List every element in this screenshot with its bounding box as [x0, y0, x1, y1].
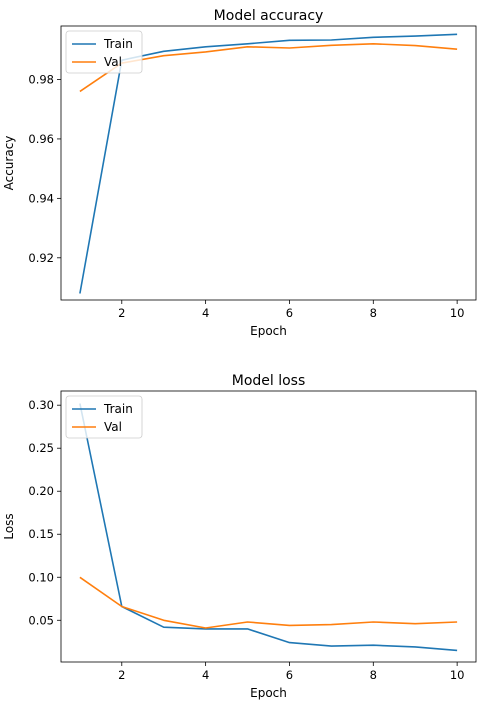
x-tick-label: 2	[118, 668, 125, 682]
x-axis-label: Epoch	[250, 324, 287, 338]
x-tick-label: 6	[286, 668, 293, 682]
x-tick-label: 2	[118, 306, 125, 320]
plot-frame	[60, 390, 477, 663]
chart-title: Model accuracy	[214, 8, 324, 24]
y-tick-label: 0.30	[28, 398, 54, 412]
x-tick-label: 4	[202, 668, 209, 682]
y-tick-label: 0.05	[28, 613, 54, 627]
x-tick-label: 6	[286, 306, 293, 320]
y-axis-label: Loss	[2, 513, 16, 539]
y-tick-label: 0.98	[28, 72, 54, 86]
legend: Train Val	[65, 395, 143, 439]
y-tick-label: 0.25	[28, 441, 54, 455]
y-tick-label: 0.10	[28, 570, 54, 584]
y-axis-label: Accuracy	[2, 136, 16, 191]
chart-loss: Model loss 2 4 6 8 10 0.05 0.10 0.15 0.20 0.25 0.30…	[2, 373, 477, 700]
series-line-train	[79, 403, 458, 652]
plot-frame	[60, 25, 477, 301]
series-line-val	[79, 576, 458, 629]
x-tick-label: 8	[370, 306, 377, 320]
chart-title: Model loss	[232, 373, 306, 389]
y-tick-label: 0.94	[28, 191, 54, 205]
y-tick-label: 0.96	[28, 132, 54, 146]
legend-label-val: Val	[104, 55, 122, 69]
chart-accuracy: Model accuracy 2 4 6 8 10 0.92 0.94 0.96 0.98 Epoc…	[2, 8, 477, 338]
legend: Train Val	[65, 30, 143, 74]
y-tick-label: 0.15	[28, 527, 54, 541]
x-tick-label: 10	[450, 668, 465, 682]
series-line-train	[79, 33, 458, 294]
legend-label-train: Train	[103, 402, 133, 416]
legend-label-val: Val	[104, 420, 122, 434]
x-tick-label: 10	[450, 306, 465, 320]
x-tick-label: 4	[202, 306, 209, 320]
series-line-val	[79, 42, 458, 93]
x-tick-label: 8	[370, 668, 377, 682]
y-tick-label: 0.20	[28, 484, 54, 498]
x-axis-label: Epoch	[250, 686, 287, 700]
y-tick-label: 0.92	[28, 251, 54, 265]
legend-label-train: Train	[103, 37, 133, 51]
